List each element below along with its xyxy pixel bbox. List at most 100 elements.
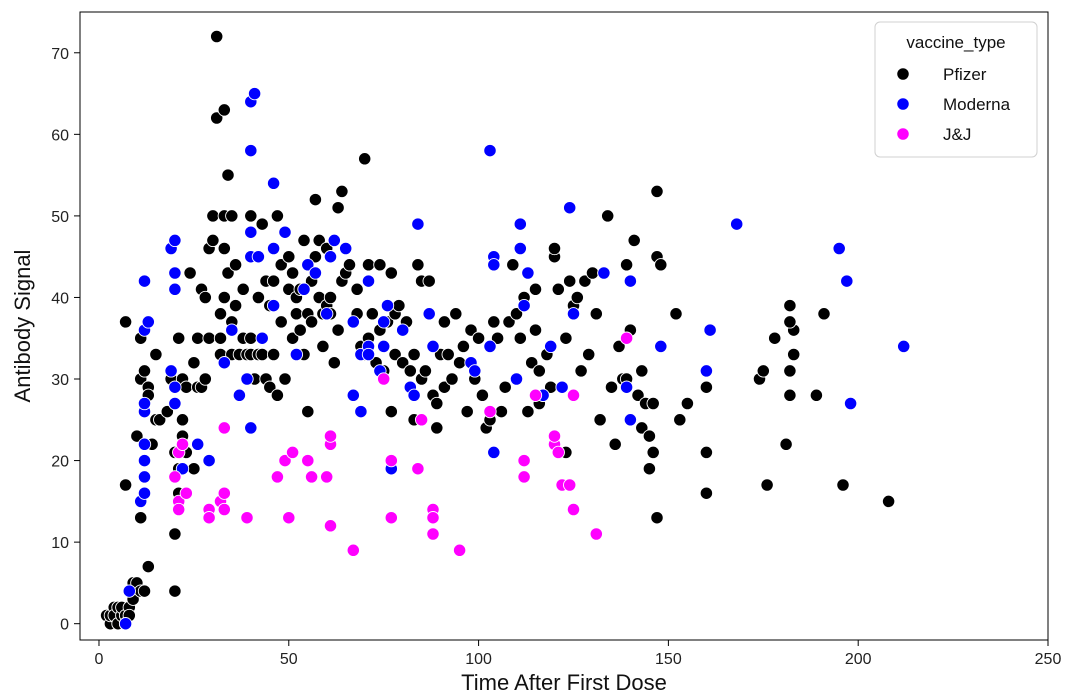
- data-point-moderna: [168, 282, 182, 296]
- data-point-moderna: [278, 225, 292, 239]
- data-point-moderna: [487, 445, 501, 460]
- data-point-pfizer: [331, 201, 345, 215]
- data-point-pfizer: [646, 445, 660, 460]
- data-point-pfizer: [373, 258, 387, 272]
- data-point-moderna: [361, 347, 376, 362]
- data-point-moderna: [411, 217, 425, 231]
- y-tick-label: 10: [51, 535, 69, 552]
- data-point-pfizer: [464, 323, 478, 337]
- data-point-moderna: [597, 266, 611, 280]
- x-tick-label: 100: [465, 651, 492, 668]
- data-point-j-j: [563, 478, 577, 492]
- x-tick-label: 50: [280, 651, 298, 668]
- legend-title: vaccine_type: [906, 33, 1005, 52]
- data-point-moderna: [346, 388, 360, 402]
- data-point-pfizer: [323, 290, 338, 305]
- data-point-pfizer: [635, 364, 649, 378]
- data-point-pfizer: [601, 209, 615, 223]
- data-point-pfizer: [532, 364, 546, 378]
- data-point-j-j: [304, 470, 319, 484]
- series-pfizer: [99, 29, 896, 631]
- data-point-j-j: [589, 527, 603, 541]
- data-point-moderna: [168, 233, 182, 248]
- data-point-pfizer: [528, 282, 543, 296]
- data-point-pfizer: [168, 584, 182, 598]
- series-moderna: [118, 86, 911, 631]
- data-point-pfizer: [251, 290, 266, 305]
- data-point-j-j: [282, 511, 296, 525]
- data-point-moderna: [623, 413, 638, 427]
- legend-label-j-j: J&J: [943, 125, 971, 144]
- data-point-pfizer: [669, 307, 683, 321]
- data-point-pfizer: [213, 331, 228, 345]
- data-point-pfizer: [293, 323, 307, 337]
- data-point-j-j: [217, 486, 231, 500]
- data-point-pfizer: [593, 413, 607, 427]
- data-point-moderna: [266, 298, 281, 313]
- data-point-pfizer: [213, 307, 228, 321]
- data-point-pfizer: [141, 559, 155, 574]
- data-point-pfizer: [210, 29, 224, 44]
- data-point-j-j: [414, 413, 429, 427]
- data-point-moderna: [232, 388, 247, 402]
- y-tick-label: 60: [51, 127, 69, 144]
- data-point-pfizer: [608, 437, 622, 451]
- data-point-pfizer: [137, 364, 152, 378]
- data-point-moderna: [703, 323, 717, 337]
- data-point-moderna: [225, 323, 239, 337]
- data-point-moderna: [521, 266, 535, 280]
- data-point-pfizer: [225, 209, 239, 223]
- data-point-pfizer: [263, 380, 277, 394]
- data-point-j-j: [426, 527, 440, 541]
- data-point-moderna: [566, 307, 581, 321]
- data-point-pfizer: [137, 584, 152, 598]
- data-point-pfizer: [881, 494, 896, 509]
- data-point-pfizer: [149, 347, 163, 362]
- data-point-j-j: [528, 388, 543, 402]
- x-tick-label: 250: [1035, 651, 1062, 668]
- data-point-pfizer: [350, 282, 364, 296]
- data-point-moderna: [346, 315, 360, 329]
- data-point-pfizer: [301, 404, 315, 419]
- data-point-moderna: [654, 339, 668, 354]
- data-point-pfizer: [228, 258, 243, 272]
- data-point-moderna: [840, 274, 854, 288]
- x-tick-label: 200: [845, 651, 872, 668]
- data-point-moderna: [563, 201, 577, 215]
- data-point-pfizer: [407, 347, 421, 362]
- data-point-pfizer: [559, 331, 573, 345]
- data-point-pfizer: [528, 323, 543, 337]
- data-point-pfizer: [768, 331, 782, 345]
- data-point-pfizer: [206, 233, 220, 248]
- data-point-pfizer: [187, 356, 201, 370]
- data-point-moderna: [266, 241, 281, 256]
- data-point-pfizer: [578, 274, 592, 288]
- plot-frame: [79, 11, 1049, 641]
- data-point-moderna: [168, 380, 182, 394]
- x-tick-label: 150: [655, 651, 682, 668]
- data-point-pfizer: [274, 258, 288, 272]
- data-point-pfizer: [487, 315, 501, 329]
- data-point-moderna: [118, 617, 133, 631]
- data-point-moderna: [544, 339, 558, 354]
- y-tick-label: 70: [51, 46, 69, 63]
- data-point-pfizer: [331, 323, 345, 337]
- data-point-pfizer: [244, 331, 258, 345]
- plot-area: [99, 29, 911, 631]
- legend-label-pfizer: Pfizer: [943, 65, 987, 84]
- data-point-pfizer: [506, 258, 520, 272]
- data-point-pfizer: [437, 380, 452, 394]
- data-point-pfizer: [760, 478, 774, 492]
- data-point-j-j: [217, 421, 231, 435]
- data-point-j-j: [384, 453, 398, 468]
- data-point-pfizer: [441, 347, 455, 362]
- data-point-pfizer: [783, 364, 797, 378]
- data-point-j-j: [346, 543, 360, 557]
- data-point-j-j: [517, 453, 531, 468]
- data-point-pfizer: [118, 478, 133, 492]
- y-tick-label: 50: [51, 209, 69, 226]
- data-point-moderna: [843, 396, 858, 411]
- data-point-pfizer: [787, 347, 801, 362]
- data-point-pfizer: [509, 307, 524, 321]
- data-point-pfizer: [589, 307, 603, 321]
